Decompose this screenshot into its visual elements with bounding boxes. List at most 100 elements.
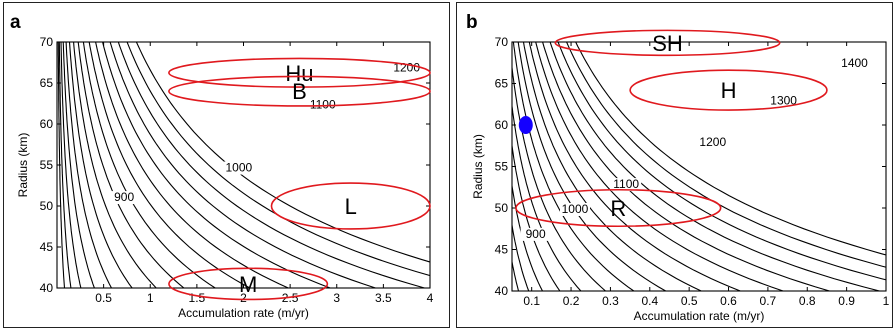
- panel-b-xlabel: Accumulation rate (m/yr): [634, 309, 765, 323]
- panel-b-contour-line: [575, 42, 886, 256]
- panel-b-contour-line: [517, 42, 666, 291]
- panel-a-contour-line: [82, 42, 216, 288]
- panel-b-region-ellipse: [515, 188, 722, 228]
- panel-a-contour-line: [117, 42, 425, 288]
- panel-b-contour-label: 900: [526, 227, 546, 241]
- panel-b-axes-box: [511, 41, 887, 292]
- panel-a-xtick-label: 3: [333, 291, 340, 305]
- panel-a-ytick-label: 55: [40, 158, 54, 172]
- panel-a-ytick-label: 40: [40, 281, 54, 295]
- panel-b-xtick-label: 0.3: [602, 294, 619, 308]
- panel-a-ytick-label: 50: [40, 199, 54, 213]
- panel-a-contour-line: [102, 42, 331, 288]
- panel-b-ytick-label: 45: [495, 243, 509, 257]
- panel-b-marker: [518, 116, 533, 134]
- panel-b-xtick-label: 0.4: [641, 294, 658, 308]
- panel-a-xtick-label: 1: [147, 291, 154, 305]
- panel-b-contour-line: [512, 221, 530, 291]
- panel-a-contour-line: [60, 42, 82, 288]
- panel-b-contour-line: [557, 42, 886, 281]
- panel-a-ytick-label: 45: [40, 240, 54, 254]
- panel-b-contour-label-bg: [520, 227, 551, 241]
- panel-a-letter: a: [10, 12, 21, 33]
- panel-b-contour-line: [512, 42, 635, 291]
- panel-a-contour-label: 1000: [225, 161, 252, 175]
- panel-b-contour-label-bg: [768, 94, 799, 108]
- panel-b-contour-line: [522, 42, 702, 291]
- panel-b-contour-label: 1100: [613, 177, 639, 191]
- panel-a-contour-line: [88, 42, 251, 288]
- panel-a-xtick-label: 1.5: [189, 291, 206, 305]
- panel-a-frame: [3, 2, 450, 328]
- panel-b-xtick-label: 0.6: [720, 294, 737, 308]
- panel-a-ylabel: Radius (km): [16, 133, 30, 198]
- panel-a-contour-label-bg: [307, 98, 338, 112]
- panel-b-contour-label: 1300: [770, 93, 797, 107]
- panel-a-contour-line: [68, 42, 133, 288]
- panel-a-region-ellipse: [168, 57, 431, 88]
- panel-b-contour-line: [566, 42, 886, 268]
- panel-a-xtick-label: 0.5: [95, 291, 112, 305]
- panel-b-letter: b: [466, 12, 478, 33]
- panel-b-ytick-label: 60: [495, 118, 509, 132]
- panel-b-ytick-label: 50: [495, 201, 509, 215]
- panel-b-ylabel: Radius (km): [471, 134, 485, 199]
- panel-b-region-label: SH: [652, 31, 683, 56]
- panel-b-contour-label: 1400: [841, 56, 868, 70]
- panel-a-region-ellipse: [168, 267, 329, 301]
- panel-a-xtick-label: 4: [427, 291, 434, 305]
- panel-a-region-label: M: [239, 272, 257, 297]
- panel-a-region-label: L: [345, 194, 357, 219]
- panel-b-contour-line: [535, 42, 784, 291]
- panel-a-contour-label-bg: [223, 161, 254, 175]
- panel-b-xtick-label: 0.2: [563, 294, 580, 308]
- panel-b-contour-label-bg: [559, 202, 590, 216]
- panel-b-region-label: H: [721, 78, 737, 103]
- panel-b-contour-line: [542, 42, 830, 291]
- panel-a-contour-label-bg: [109, 191, 140, 205]
- panel-a-xlabel: Accumulation rate (m/yr): [178, 306, 309, 320]
- panel-a-xtick-label: 3.5: [375, 291, 392, 305]
- panel-b-contour-line: [528, 42, 741, 291]
- panel-b-contour-line: [512, 102, 582, 291]
- panel-a-contour-label: 1100: [310, 97, 336, 111]
- panel-a-contour-line: [65, 42, 112, 288]
- panel-a-xtick-label: 2: [240, 291, 247, 305]
- panel-b-contour-label-bg: [697, 135, 728, 149]
- panel-b-region-ellipse: [554, 29, 781, 57]
- panel-b-contours: [512, 42, 886, 291]
- panel-b-contour-line: [512, 182, 543, 291]
- panel-b-xtick-label: 0.9: [838, 294, 855, 308]
- panel-b-xtick-label: 0.5: [681, 294, 698, 308]
- panel-b-region-label: R: [610, 196, 626, 221]
- panel-a-contour-label: 900: [114, 190, 134, 204]
- panel-b-xtick-label: 0.1: [523, 294, 540, 308]
- panel-b-contour-label: 1200: [699, 135, 726, 149]
- panel-a-contour-line: [109, 42, 376, 288]
- panel-b-xtick-label: 0.8: [799, 294, 816, 308]
- panel-a-region-ellipse: [270, 182, 431, 230]
- panel-b-ytick-label: 70: [495, 35, 509, 49]
- panel-a-contour-line: [62, 42, 95, 288]
- panel-b-contour-label: 1000: [562, 202, 589, 216]
- panel-a-ytick-label: 70: [40, 35, 54, 49]
- panel-b-frame: [456, 2, 893, 328]
- panel-b-xtick-label: 1: [883, 294, 890, 308]
- panel-a-ytick-label: 65: [40, 76, 54, 90]
- panel-b-region-ellipse: [629, 69, 828, 111]
- panel-b-contour-line: [549, 42, 880, 291]
- panel-a-contour-line: [73, 42, 157, 288]
- panel-b-contour-label-bg: [839, 56, 870, 70]
- panel-a-contour-line: [77, 42, 185, 288]
- panel-b-xtick-label: 0.7: [760, 294, 777, 308]
- panel-b-ytick-label: 55: [495, 160, 509, 174]
- panel-b-contour-label-bg: [611, 178, 642, 192]
- panel-a-region-label: B: [292, 79, 307, 104]
- panel-a-contour-line: [95, 42, 289, 288]
- panel-a-region-label: Hu: [285, 61, 313, 86]
- panel-b-ytick-label: 40: [495, 284, 509, 298]
- panel-a-contours: [57, 42, 430, 288]
- panel-b-ytick-label: 65: [495, 77, 509, 91]
